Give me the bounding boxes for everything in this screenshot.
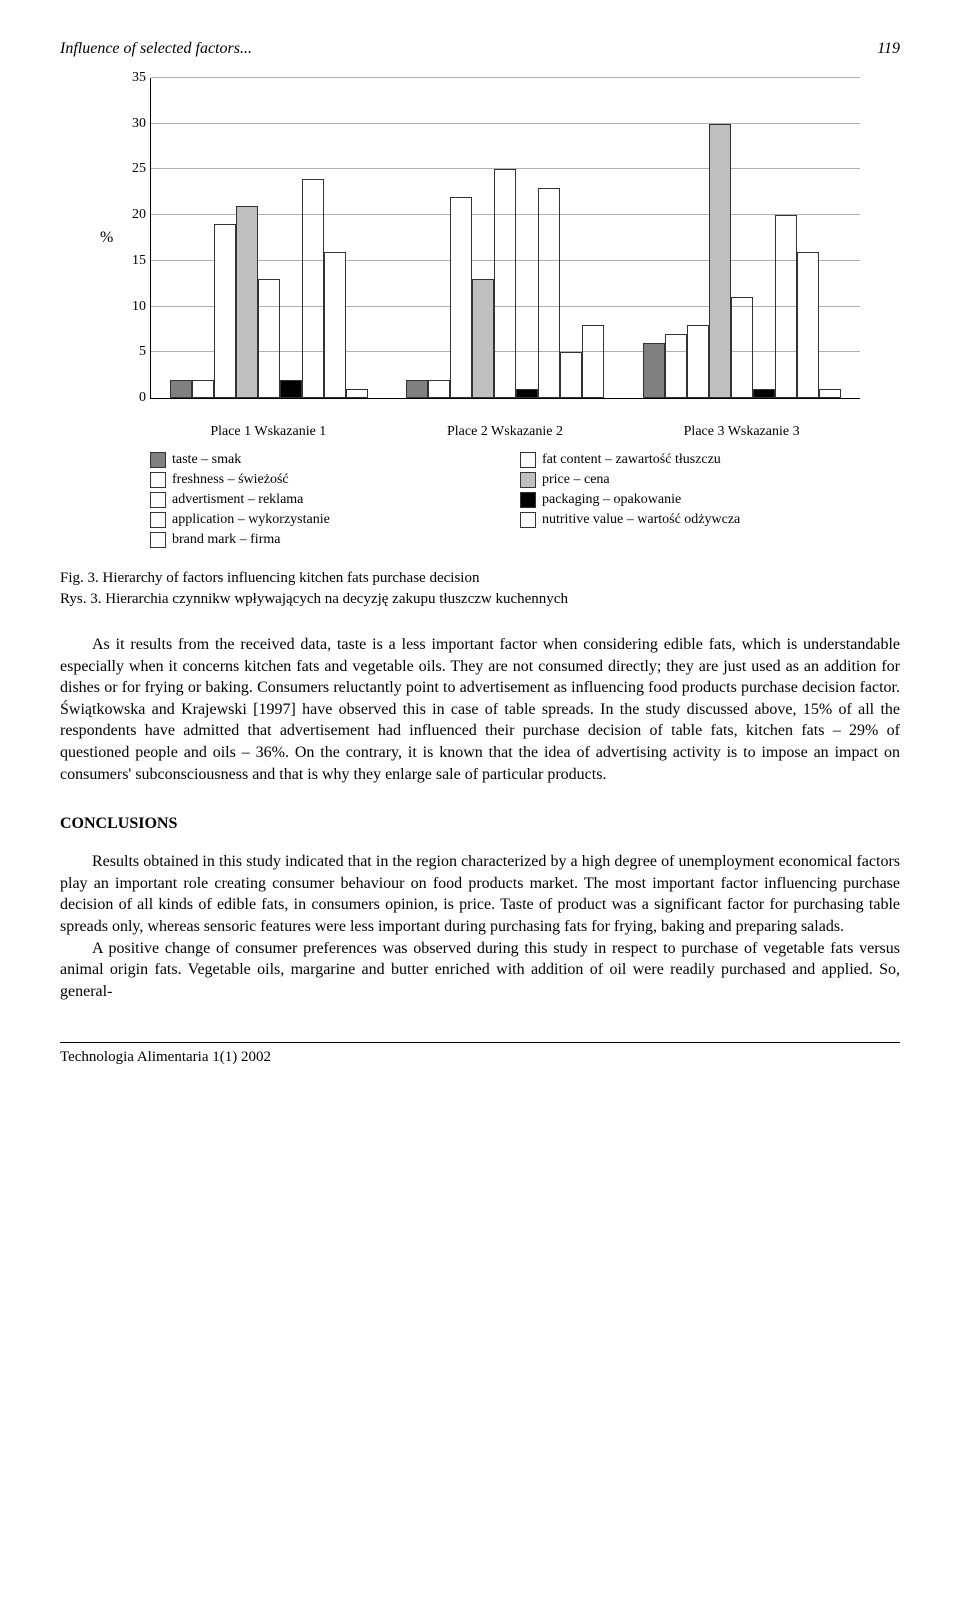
y-axis: % 05101520253035: [100, 78, 150, 398]
legend-label: brand mark – firma: [172, 532, 280, 548]
page-header: Influence of selected factors... 119: [60, 40, 900, 58]
bar-brand: [582, 325, 604, 398]
conclusions-heading: CONCLUSIONS: [60, 815, 900, 833]
running-title: Influence of selected factors...: [60, 40, 252, 58]
bar-fat: [665, 334, 687, 398]
legend-item: [520, 532, 860, 548]
bar-price: [236, 206, 258, 398]
bar-price: [709, 124, 731, 398]
legend-item: freshness – świeżość: [150, 472, 490, 488]
legend-swatch: [150, 532, 166, 548]
bar-application: [538, 188, 560, 398]
x-label: Place 2 Wskazanie 2: [447, 424, 563, 440]
legend-item: price – cena: [520, 472, 860, 488]
bar-nutritive: [797, 252, 819, 398]
legend-label: freshness – świeżość: [172, 472, 289, 488]
x-label: Place 3 Wskazanie 3: [684, 424, 800, 440]
bar-freshness: [450, 197, 472, 398]
legend-swatch: [150, 512, 166, 528]
bar-packaging: [280, 380, 302, 398]
legend-item: brand mark – firma: [150, 532, 490, 548]
x-axis-labels: Place 1 Wskazanie 1 Place 2 Wskazanie 2 Pl…: [150, 418, 860, 440]
page-footer: Technologia Alimentaria 1(1) 2002: [60, 1042, 900, 1066]
legend-swatch: [520, 492, 536, 508]
legend-label: fat content – zawartość tłuszczu: [542, 452, 721, 468]
bar-fat: [192, 380, 214, 398]
y-tick: 15: [132, 253, 146, 269]
legend-swatch: [520, 512, 536, 528]
chart-legend: taste – smak fat content – zawartość tłus…: [150, 452, 860, 548]
legend-label: packaging – opakowanie: [542, 492, 681, 508]
plot-area: [150, 78, 860, 399]
bar-price: [472, 279, 494, 398]
bar-advertisment: [494, 169, 516, 398]
y-axis-unit: %: [100, 229, 113, 247]
y-tick: 35: [132, 70, 146, 86]
legend-item: advertisment – reklama: [150, 492, 490, 508]
legend-item: fat content – zawartość tłuszczu: [520, 452, 860, 468]
bar-freshness: [214, 224, 236, 398]
x-label: Place 1 Wskazanie 1: [210, 424, 326, 440]
bar-group: [170, 78, 368, 398]
conclusions-body: Results obtained in this study indicated…: [60, 851, 900, 1002]
legend-item: taste – smak: [150, 452, 490, 468]
legend-swatch: [520, 472, 536, 488]
y-tick: 20: [132, 207, 146, 223]
body-paragraph-1: As it results from the received data, ta…: [60, 634, 900, 785]
bar-advertisment: [258, 279, 280, 398]
y-tick: 30: [132, 116, 146, 132]
legend-swatch: [150, 472, 166, 488]
bar-taste: [406, 380, 428, 398]
bar-packaging: [753, 389, 775, 398]
legend-item: nutritive value – wartość odżywcza: [520, 512, 860, 528]
legend-swatch: [150, 452, 166, 468]
caption-pl: Rys. 3. Hierarchia czynnikw wpływających…: [60, 589, 900, 610]
legend-swatch: [150, 492, 166, 508]
bar-application: [775, 215, 797, 398]
bar-chart: % 05101520253035 Place 1 Wskazanie 1Plac…: [100, 78, 860, 548]
bar-fat: [428, 380, 450, 398]
legend-item: application – wykorzystanie: [150, 512, 490, 528]
legend-label: taste – smak: [172, 452, 241, 468]
bar-taste: [170, 380, 192, 398]
legend-swatch: [520, 452, 536, 468]
y-tick: 10: [132, 299, 146, 315]
bar-brand: [346, 389, 368, 398]
figure-caption: Fig. 3. Hierarchy of factors influencing…: [60, 568, 900, 610]
legend-label: application – wykorzystanie: [172, 512, 330, 528]
bar-taste: [643, 343, 665, 398]
bar-group: [643, 78, 841, 398]
bar-application: [302, 179, 324, 398]
y-tick: 25: [132, 161, 146, 177]
bar-brand: [819, 389, 841, 398]
bar-group: [406, 78, 604, 398]
bar-advertisment: [731, 297, 753, 398]
caption-en: Fig. 3. Hierarchy of factors influencing…: [60, 568, 900, 589]
bar-nutritive: [324, 252, 346, 398]
bar-packaging: [516, 389, 538, 398]
bar-nutritive: [560, 352, 582, 398]
bar-freshness: [687, 325, 709, 398]
legend-label: price – cena: [542, 472, 610, 488]
legend-label: advertisment – reklama: [172, 492, 303, 508]
legend-label: nutritive value – wartość odżywcza: [542, 512, 740, 528]
y-tick: 5: [139, 344, 146, 360]
y-tick: 0: [139, 390, 146, 406]
page-number: 119: [877, 40, 900, 58]
legend-item: packaging – opakowanie: [520, 492, 860, 508]
